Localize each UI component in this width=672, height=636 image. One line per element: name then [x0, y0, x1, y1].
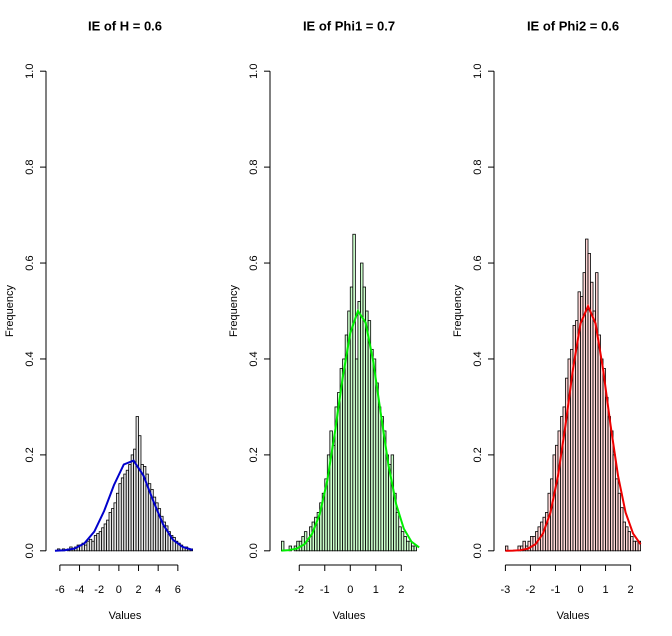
x-tick-label: -6	[55, 584, 65, 596]
x-axis-label: Values	[557, 610, 590, 622]
y-tick-label: 1.0	[24, 64, 36, 79]
y-axis-label: Frequency	[4, 285, 16, 337]
x-tick-label: 0	[347, 584, 353, 596]
x-tick-label: -2	[526, 584, 536, 596]
y-tick-label: 0.0	[472, 543, 484, 558]
y-tick-label: 1.0	[248, 64, 260, 79]
y-tick-label: 0.6	[248, 255, 260, 270]
x-tick-label: 2	[135, 584, 141, 596]
x-tick-label: -3	[501, 584, 511, 596]
x-tick-label: -1	[320, 584, 330, 596]
x-tick-label: 1	[602, 584, 608, 596]
y-tick-label: 0.8	[24, 159, 36, 174]
density-line	[281, 308, 420, 552]
y-tick-label: 0.6	[24, 255, 36, 270]
x-tick-label: -2	[94, 584, 104, 596]
y-tick-label: 0.2	[248, 447, 260, 462]
y-tick-label: 0.8	[248, 159, 260, 174]
y-tick-label: 0.4	[248, 351, 260, 366]
bar	[413, 545, 417, 552]
x-axis-label: Values	[333, 610, 366, 622]
x-tick-label: 2	[398, 584, 404, 596]
density-line	[54, 459, 193, 552]
chart-title: IE of Phi2 = 0.6	[527, 18, 619, 33]
y-axis-label: Frequency	[452, 285, 464, 337]
y-tick-label: 0.0	[24, 543, 36, 558]
bar	[281, 540, 285, 552]
y-tick-label: 1.0	[472, 64, 484, 79]
x-tick-label: -1	[551, 584, 561, 596]
x-axis-label: Values	[109, 610, 142, 622]
y-axis-label: Frequency	[228, 285, 240, 337]
x-tick-label: 1	[373, 584, 379, 596]
y-tick-label: 0.4	[24, 351, 36, 366]
chart-title: IE of Phi1 = 0.7	[303, 18, 395, 33]
y-tick-label: 0.4	[472, 351, 484, 366]
y-tick-label: 0.8	[472, 159, 484, 174]
x-tick-label: -4	[75, 584, 85, 596]
y-tick-label: 0.2	[472, 447, 484, 462]
y-tick-label: 0.0	[248, 543, 260, 558]
x-tick-label: 2	[628, 584, 634, 596]
y-tick-label: 0.2	[24, 447, 36, 462]
x-tick-label: 4	[155, 584, 161, 596]
x-tick-label: -2	[294, 584, 304, 596]
y-tick-label: 0.6	[472, 255, 484, 270]
x-tick-label: 6	[175, 584, 181, 596]
x-tick-label: 0	[116, 584, 122, 596]
chart-title: IE of H = 0.6	[88, 18, 162, 33]
density-line	[505, 303, 642, 552]
x-tick-label: 0	[577, 584, 583, 596]
